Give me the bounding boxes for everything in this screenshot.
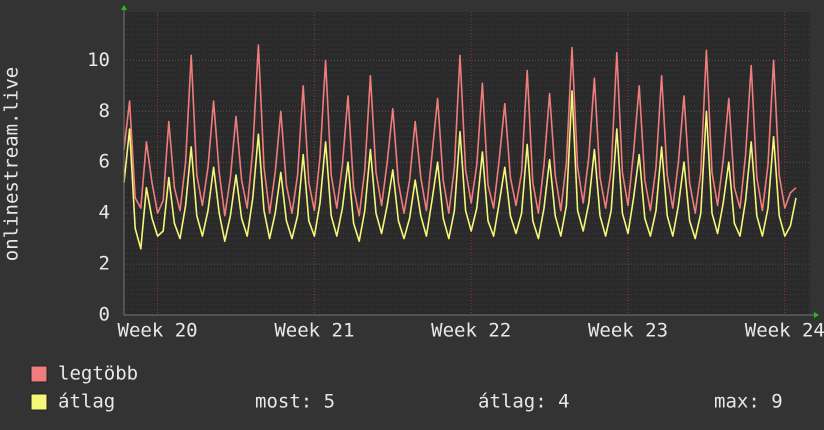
legend-swatch xyxy=(30,393,48,411)
x-tick-label: Week 24 xyxy=(745,320,824,342)
x-tick-label: Week 20 xyxy=(118,320,198,342)
stat-label: max: 9 xyxy=(714,391,783,413)
series-line xyxy=(123,90,797,250)
series-line xyxy=(123,44,797,217)
y-tick-label: 2 xyxy=(99,253,110,275)
legend-label: legtöbb xyxy=(58,363,138,385)
legend-label: átlag xyxy=(58,391,115,413)
x-tick-label: Week 22 xyxy=(431,320,511,342)
x-tick-label: Week 21 xyxy=(274,320,354,342)
y-tick-label: 4 xyxy=(99,202,110,224)
arrow xyxy=(814,312,819,318)
y-axis-label: onlinestream.live xyxy=(1,67,23,261)
stat-label: most: 5 xyxy=(255,391,335,413)
y-tick-label: 10 xyxy=(87,49,110,71)
x-tick-label: Week 23 xyxy=(588,320,668,342)
arrow xyxy=(121,5,127,10)
stat-label: átlag: 4 xyxy=(478,391,570,413)
y-tick-label: 8 xyxy=(99,100,110,122)
legend-swatch xyxy=(30,365,48,383)
y-tick-label: 6 xyxy=(99,151,110,173)
y-tick-label: 0 xyxy=(99,304,110,326)
